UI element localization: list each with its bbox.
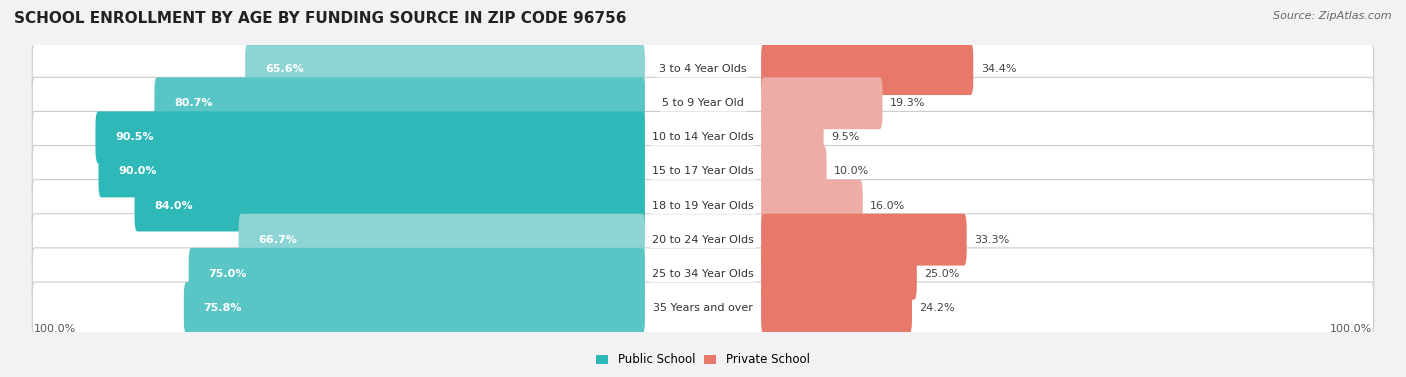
Text: 33.3%: 33.3% [974,234,1010,245]
Text: 18 to 19 Year Olds: 18 to 19 Year Olds [652,201,754,211]
FancyBboxPatch shape [155,77,645,129]
FancyBboxPatch shape [32,146,1374,198]
FancyBboxPatch shape [188,248,645,300]
Text: 35 Years and over: 35 Years and over [652,303,754,313]
Text: 75.8%: 75.8% [204,303,242,313]
Text: 15 to 17 Year Olds: 15 to 17 Year Olds [652,166,754,176]
FancyBboxPatch shape [761,179,863,231]
FancyBboxPatch shape [98,146,645,198]
FancyBboxPatch shape [761,146,827,198]
Text: 10 to 14 Year Olds: 10 to 14 Year Olds [652,132,754,143]
FancyBboxPatch shape [245,43,645,95]
Text: 25.0%: 25.0% [924,269,959,279]
Text: 80.7%: 80.7% [174,98,212,108]
FancyBboxPatch shape [96,112,645,163]
Text: 3 to 4 Year Olds: 3 to 4 Year Olds [659,64,747,74]
FancyBboxPatch shape [32,214,1374,265]
Legend: Public School, Private School: Public School, Private School [593,351,813,369]
FancyBboxPatch shape [761,43,973,95]
FancyBboxPatch shape [135,179,645,231]
FancyBboxPatch shape [761,282,912,334]
FancyBboxPatch shape [761,77,883,129]
Text: 20 to 24 Year Olds: 20 to 24 Year Olds [652,234,754,245]
FancyBboxPatch shape [239,214,645,265]
Text: 9.5%: 9.5% [831,132,859,143]
Text: 66.7%: 66.7% [259,234,297,245]
FancyBboxPatch shape [761,112,824,163]
FancyBboxPatch shape [32,248,1374,300]
Text: 100.0%: 100.0% [1330,324,1372,334]
Text: 90.5%: 90.5% [115,132,153,143]
Text: 10.0%: 10.0% [834,166,869,176]
FancyBboxPatch shape [32,179,1374,231]
Text: 75.0%: 75.0% [208,269,246,279]
Text: 65.6%: 65.6% [264,64,304,74]
FancyBboxPatch shape [761,214,967,265]
FancyBboxPatch shape [32,112,1374,163]
FancyBboxPatch shape [761,248,917,300]
Text: 90.0%: 90.0% [118,166,156,176]
Text: 16.0%: 16.0% [870,201,905,211]
FancyBboxPatch shape [32,77,1374,129]
Text: 25 to 34 Year Olds: 25 to 34 Year Olds [652,269,754,279]
FancyBboxPatch shape [184,282,645,334]
FancyBboxPatch shape [32,282,1374,334]
Text: 84.0%: 84.0% [155,201,193,211]
Text: SCHOOL ENROLLMENT BY AGE BY FUNDING SOURCE IN ZIP CODE 96756: SCHOOL ENROLLMENT BY AGE BY FUNDING SOUR… [14,11,627,26]
Text: 100.0%: 100.0% [34,324,76,334]
Text: 34.4%: 34.4% [981,64,1017,74]
FancyBboxPatch shape [32,43,1374,95]
Text: 5 to 9 Year Old: 5 to 9 Year Old [662,98,744,108]
Text: 24.2%: 24.2% [920,303,955,313]
Text: 19.3%: 19.3% [890,98,925,108]
Text: Source: ZipAtlas.com: Source: ZipAtlas.com [1274,11,1392,21]
